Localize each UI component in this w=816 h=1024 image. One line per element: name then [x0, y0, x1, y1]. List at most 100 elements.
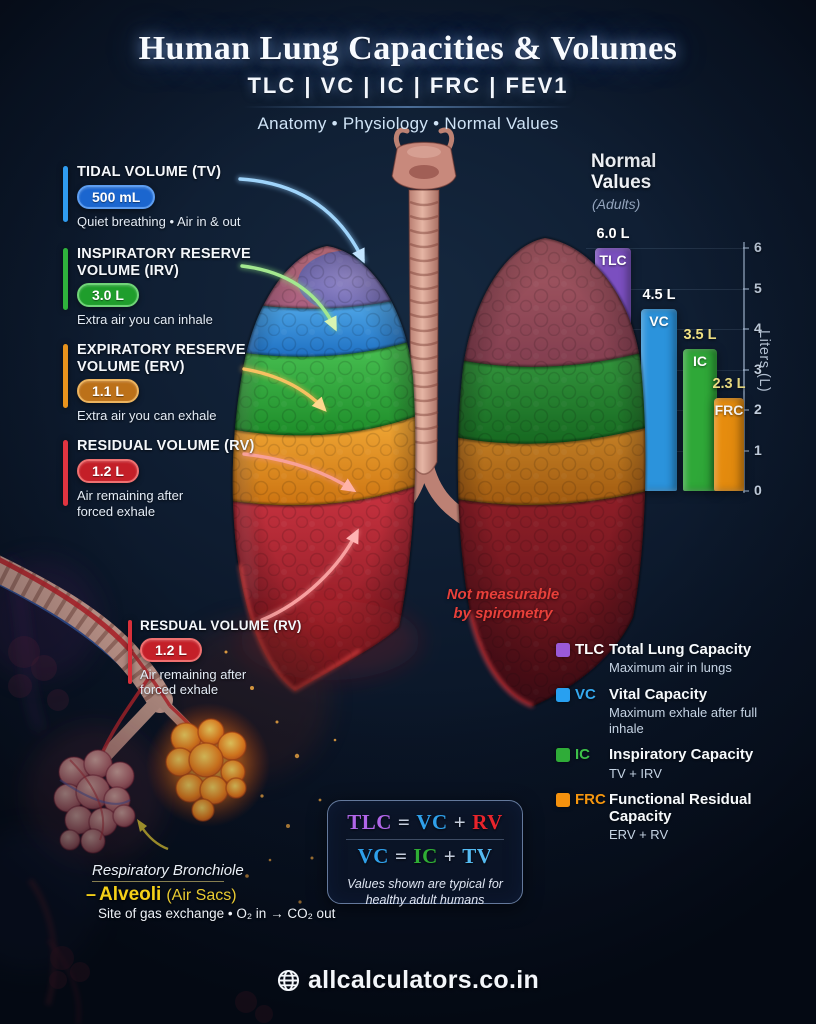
axis-tick: [743, 449, 749, 452]
formula-token: RV: [472, 810, 503, 834]
volume-heading: EXPIRATORY RESERVE VOLUME (ERV): [77, 342, 246, 375]
alveoli-label: – Alveoli (Air Sacs): [86, 884, 237, 906]
formula-note: Values shown are typical for healthy adu…: [347, 877, 503, 908]
y-axis-label: Liters (L): [756, 330, 772, 393]
volume-value-pill: 500 mL: [77, 184, 156, 209]
axis-tick-label: 0: [754, 482, 762, 498]
accent-bar: [63, 440, 68, 506]
plus-sign: +: [453, 810, 467, 834]
accent-bar: [63, 166, 68, 222]
chart-title: Normal Values: [591, 151, 657, 193]
footer: allcalculators.co.in: [0, 966, 816, 995]
formula-divider: [346, 839, 504, 840]
volume-value-pill: 1.1 L: [77, 379, 139, 404]
bronchiole-underline: [92, 881, 224, 882]
axis-tick-label: 2: [754, 401, 762, 417]
legend-name: Vital Capacity: [609, 685, 708, 703]
globe-icon: [277, 969, 299, 992]
legend-desc: TV + IRV: [609, 765, 662, 781]
bar-category-label: VC: [649, 312, 669, 329]
legend-desc: Maximum exhale after full inhale: [609, 704, 758, 736]
volume-value-pill: 1.2 L: [140, 637, 202, 662]
formula-token: VC: [416, 810, 448, 834]
axis-tick-label: 4: [754, 320, 762, 336]
axis-tick-label: 1: [754, 441, 762, 458]
bar-value-label: 3.5 L: [683, 327, 717, 344]
formula-vc: VC = IC + TV: [328, 844, 522, 869]
volume-desc: Quiet breathing • Air in & out: [77, 213, 241, 229]
volume-heading: RESIDUAL VOLUME (RV): [77, 438, 255, 454]
formula-token: TLC: [347, 810, 392, 834]
chart-bar: [714, 397, 744, 491]
legend-swatch: [556, 792, 570, 807]
footer-site-name: allcalculators.co.in: [307, 966, 540, 994]
legend-abbr: IC: [575, 746, 590, 764]
gridline: [586, 288, 743, 290]
legend-abbr: TLC: [575, 641, 605, 658]
axis-tick-label: 6: [754, 239, 762, 255]
volume-desc: Air remaining after forced exhale: [140, 666, 247, 698]
legend-item-frc: FRC Functional Residual Capacity ERV + R…: [556, 791, 812, 844]
formula-tlc: TLC = VC + RV: [328, 810, 522, 835]
volume-callout-rv-duplicate: RESDUAL VOLUME (RV) 1.2 L Air remaining …: [128, 618, 325, 698]
axis-tick: [743, 368, 749, 371]
subtitle-divider: [243, 106, 573, 108]
legend-name: Functional Residual Capacity: [609, 790, 752, 825]
formula-token: VC: [357, 844, 389, 868]
axis-tick-label: 3: [754, 360, 762, 377]
volume-callout-tv: TIDAL VOLUME (TV) 500 mL Quiet breathing…: [63, 164, 277, 230]
axis-tick: [743, 247, 749, 249]
alveoli-name: Alveoli: [99, 884, 162, 905]
gridline: [586, 248, 743, 249]
axis-tick: [743, 287, 749, 290]
not-measurable-note: Not measurable by spirometry: [446, 586, 560, 622]
legend-item-tlc: TLC Total Lung Capacity Maximum air in l…: [556, 641, 812, 677]
bronchiole-label: Respiratory Bronchiole: [92, 862, 244, 879]
legend-item-vc: VC Vital Capacity Maximum exhale after f…: [556, 686, 812, 738]
chart-bar: [595, 248, 631, 491]
volume-heading: TIDAL VOLUME (TV): [77, 164, 222, 180]
legend-name: Inspiratory Capacity: [609, 746, 754, 764]
volume-heading: RESDUAL VOLUME (RV): [140, 618, 302, 633]
chart-legend: TLC Total Lung Capacity Maximum air in l…: [556, 641, 812, 844]
legend-abbr: VC: [575, 685, 596, 703]
accent-bar: [63, 248, 68, 310]
chart-bar: [683, 349, 717, 491]
volume-value-pill: 3.0 L: [77, 283, 139, 308]
bar-category-label: TLC: [599, 252, 627, 268]
equals-sign: =: [394, 844, 408, 868]
volume-callout-irv: INSPIRATORY RESERVE VOLUME (IRV) 3.0 L E…: [63, 246, 255, 328]
gas-exchange-label: Site of gas exchange • O₂ in → CO₂ out: [98, 906, 336, 921]
chart-subtitle: (Adults): [592, 196, 641, 212]
legend-desc: ERV + RV: [609, 827, 669, 843]
bar-value-label: 6.0 L: [596, 226, 630, 242]
legend-name: Total Lung Capacity: [609, 641, 752, 658]
equals-sign: =: [397, 810, 411, 834]
legend-item-ic: IC Inspiratory Capacity TV + IRV: [556, 746, 812, 782]
axis-tick: [743, 409, 749, 411]
volume-desc: Extra air you can exhale: [77, 408, 217, 424]
bar-category-label: FRC: [714, 401, 744, 418]
legend-swatch: [556, 643, 570, 657]
volume-desc: Air remaining after forced exhale: [77, 487, 184, 519]
tagline: Anatomy • Physiology • Normal Values: [257, 114, 559, 133]
bar-category-label: IC: [693, 353, 707, 370]
bar-value-label: 4.5 L: [642, 286, 676, 303]
bar-value-label: 2.3 L: [712, 375, 746, 392]
legend-desc: Maximum air in lungs: [609, 660, 732, 676]
page-title: Human Lung Capacities & Volumes: [138, 30, 678, 67]
subtitle: TLC | VC | IC | FRC | FEV1: [247, 73, 569, 98]
volume-callout-rv: RESIDUAL VOLUME (RV) 1.2 L Air remaining…: [63, 438, 262, 519]
alveoli-dash: –: [86, 884, 97, 904]
axis-tick: [743, 328, 749, 330]
accent-bar: [128, 620, 132, 684]
legend-swatch: [556, 748, 570, 763]
formula-box: TLC = VC + RV VC = IC + TV Values shown are typi…: [327, 800, 523, 907]
axis-tick-label: 5: [754, 279, 762, 296]
legend-swatch: [556, 687, 570, 702]
y-axis-line: [743, 242, 745, 493]
legend-abbr: FRC: [575, 790, 606, 808]
plus-sign: +: [443, 844, 457, 868]
volume-desc: Extra air you can inhale: [77, 312, 213, 328]
